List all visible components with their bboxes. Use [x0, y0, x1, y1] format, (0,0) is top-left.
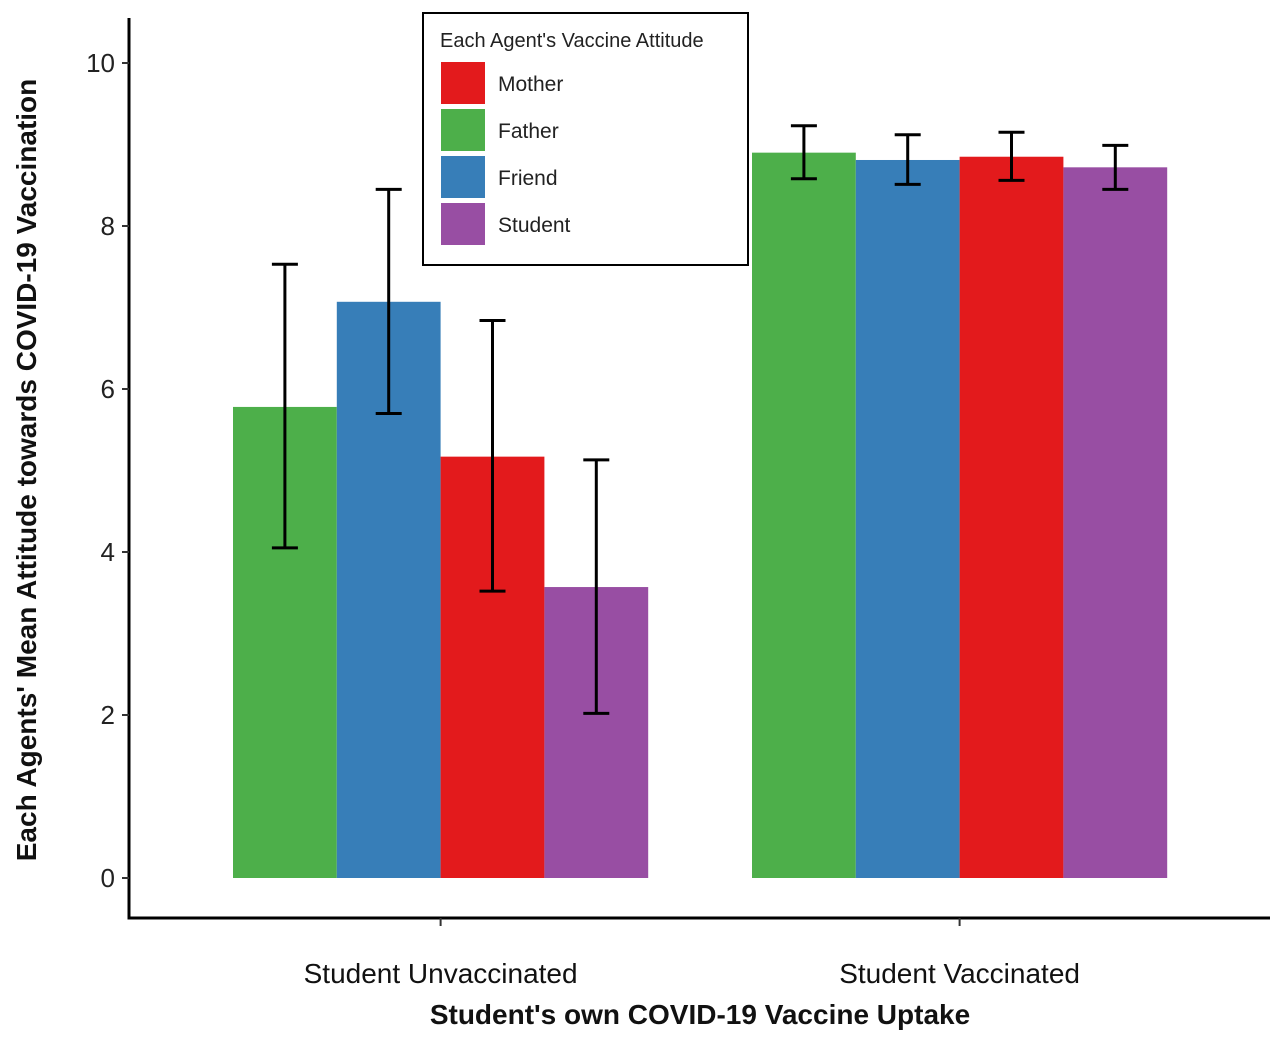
bar-mother-student-vaccinated: [959, 156, 1064, 879]
y-tick-label: 4: [101, 537, 115, 567]
legend-item-mother: Mother: [441, 62, 563, 104]
error-bar-friend-student-unvaccinated: [375, 187, 402, 415]
y-tick-label: 0: [101, 863, 115, 893]
legend-label-student: Student: [498, 214, 571, 237]
legend-swatch-father: [441, 109, 485, 151]
legend-swatch-mother: [441, 62, 485, 104]
x-tick-label-student-unvaccinated: Student Unvaccinated: [304, 958, 578, 989]
legend-swatch-friend: [441, 156, 485, 198]
error-bar-mother-student-unvaccinated: [479, 319, 506, 593]
error-bar-student-student-unvaccinated: [583, 458, 610, 715]
legend-items: Mother Father Friend Student: [441, 62, 571, 245]
error-bar-student-student-vaccinated: [1102, 143, 1129, 191]
x-tick-label-student-vaccinated: Student Vaccinated: [839, 958, 1080, 989]
y-tick-label: 10: [86, 48, 115, 78]
legend-item-friend: Friend: [441, 156, 558, 198]
legend-title: Each Agent's Vaccine Attitude: [440, 30, 704, 52]
bar-student-student-vaccinated: [1063, 167, 1168, 878]
y-tick-label: 6: [101, 374, 115, 404]
legend-item-student: Student: [441, 203, 571, 245]
y-axis-title: Each Agents' Mean Attitude towards COVID…: [11, 79, 42, 862]
bars-layer: [233, 152, 1168, 879]
error-bar-friend-student-vaccinated: [894, 133, 921, 186]
axes-layer: 0 2 4 6 8 10 Student Unvaccinated Student Vacci…: [86, 18, 1270, 989]
legend-label-mother: Mother: [498, 73, 563, 96]
legend-label-father: Father: [498, 120, 559, 143]
legend: Each Agent's Vaccine Attitude Mother Fath…: [422, 12, 749, 266]
error-bar-mother-student-vaccinated: [998, 130, 1025, 182]
legend-item-father: Father: [441, 109, 559, 151]
error-bar-father-student-unvaccinated: [271, 262, 298, 550]
bar-father-student-vaccinated: [752, 152, 856, 878]
legend-label-friend: Friend: [498, 167, 558, 190]
error-bar-father-student-vaccinated: [790, 124, 817, 181]
bar-friend-student-vaccinated: [855, 159, 960, 879]
y-tick-label: 2: [101, 700, 115, 730]
y-tick-label: 8: [101, 211, 115, 241]
error-bars-layer: [271, 124, 1129, 715]
legend-swatch-student: [441, 203, 485, 245]
x-axis-title: Student's own COVID-19 Vaccine Uptake: [430, 999, 970, 1030]
